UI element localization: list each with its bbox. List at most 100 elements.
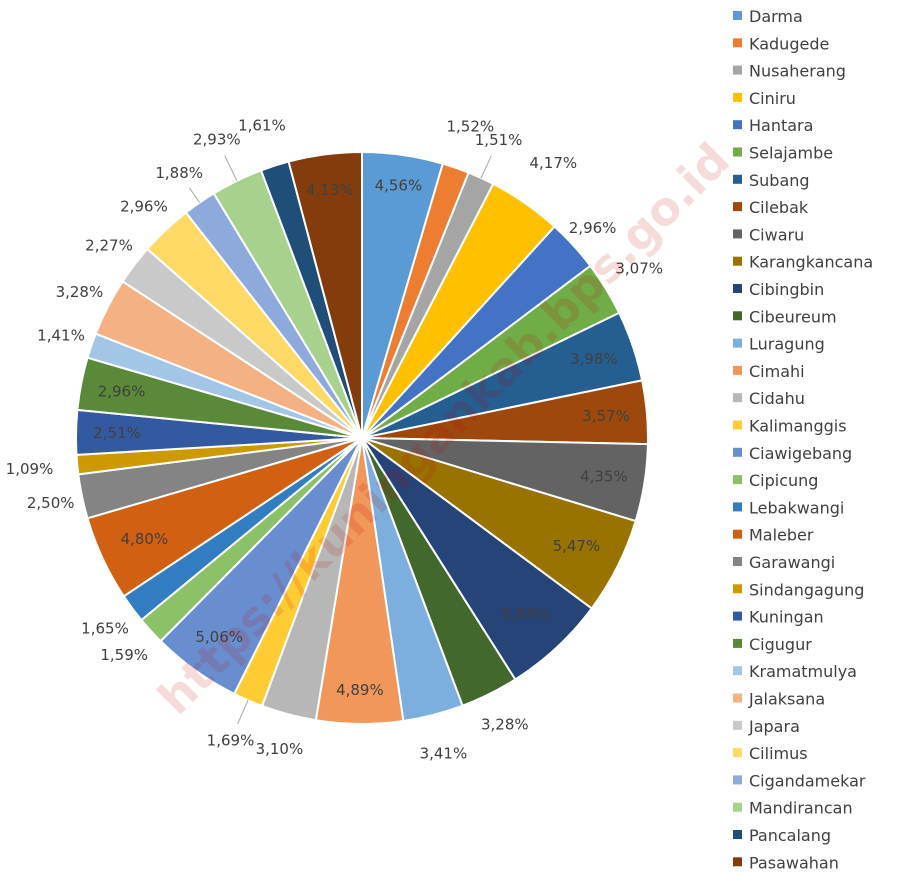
legend-label-kalimanggis: Kalimanggis [749, 417, 847, 436]
legend-swatch-cigugur [733, 638, 742, 648]
data-label-ciwaru: 4,35% [580, 468, 628, 486]
legend-swatch-pasawahan [733, 857, 742, 867]
data-label-cipicung: 1,59% [100, 646, 148, 664]
data-label-japara: 2,27% [85, 236, 133, 254]
legend-swatch-cimahi [733, 365, 742, 375]
legend-label-cigandamekar: Cigandamekar [749, 771, 866, 790]
legend-label-subang: Subang [749, 171, 810, 190]
data-label-cilebak: 3,57% [582, 407, 630, 425]
data-label-cigandamekar: 1,88% [155, 164, 203, 182]
data-label-darma: 4,56% [375, 177, 423, 195]
data-label-jalaksana: 3,28% [56, 283, 104, 301]
data-label-maleber: 4,80% [121, 530, 169, 548]
data-label-nusaherang: 1,51% [475, 131, 523, 149]
legend-label-nusaherang: Nusaherang [749, 62, 846, 81]
legend-label-cigugur: Cigugur [749, 635, 812, 654]
legend-swatch-pancalang [733, 830, 742, 839]
legend-label-lebakwangi: Lebakwangi [749, 498, 844, 517]
legend-label-kramatmulya: Kramatmulya [749, 662, 857, 681]
legend-swatch-luragung [733, 338, 742, 348]
legend-label-darma: Darma [749, 7, 803, 26]
legend-label-cibingbin: Cibingbin [749, 280, 824, 299]
legend-swatch-kadugede [733, 38, 742, 48]
legend-label-sindangagung: Sindangagung [749, 580, 864, 599]
data-label-cimahi: 4,89% [336, 681, 384, 699]
legend-label-cilimus: Cilimus [749, 744, 808, 763]
legend-swatch-sindangagung [733, 584, 742, 594]
data-label-hantara: 2,96% [569, 219, 617, 237]
data-label-kadugede: 1,52% [446, 117, 494, 135]
legend-swatch-cipicung [733, 475, 742, 485]
legend-label-jalaksana: Jalaksana [748, 690, 825, 709]
legend-swatch-subang [733, 174, 742, 184]
legend-swatch-mandirancan [733, 802, 742, 812]
legend-label-garawangi: Garawangi [749, 553, 835, 572]
legend-label-cimahi: Cimahi [749, 362, 805, 381]
legend-swatch-kalimanggis [733, 420, 742, 430]
leader-line-cigandamekar [188, 187, 201, 203]
legend-label-cidahu: Cidahu [749, 389, 805, 408]
legend-label-cilebak: Cilebak [749, 198, 809, 217]
leader-lines [188, 155, 492, 725]
legend-swatch-ciawigebang [733, 447, 742, 457]
legend-label-ciawigebang: Ciawigebang [749, 444, 852, 463]
data-label-mandirancan: 2,93% [193, 130, 241, 148]
data-label-cibingbin: 5,84% [502, 605, 550, 623]
legend: Darma Kadugede Nusaherang Ciniru Hantara Sela… [733, 7, 873, 872]
legend-label-cibeureum: Cibeureum [749, 307, 837, 326]
data-label-cibeureum: 3,28% [481, 715, 529, 733]
data-label-garawangi: 2,50% [27, 494, 75, 512]
legend-swatch-hantara [733, 120, 742, 130]
data-label-kalimanggis: 1,69% [207, 732, 255, 750]
data-label-pancalang: 1,61% [238, 117, 286, 135]
data-label-kramatmulya: 1,41% [37, 326, 85, 344]
data-label-sindangagung: 1,09% [6, 460, 54, 478]
legend-swatch-cibingbin [733, 284, 742, 293]
legend-label-ciwaru: Ciwaru [749, 225, 804, 244]
legend-swatch-kramatmulya [733, 666, 742, 676]
data-label-cilimus: 2,96% [120, 198, 168, 216]
legend-label-selajambe: Selajambe [749, 144, 833, 163]
legend-swatch-ciwaru [733, 229, 742, 239]
data-label-kuningan: 2,51% [93, 424, 141, 442]
legend-swatch-garawangi [733, 557, 742, 566]
legend-label-pasawahan: Pasawahan [749, 853, 839, 872]
leader-line-nusaherang [480, 155, 492, 179]
legend-label-hantara: Hantara [749, 116, 813, 135]
legend-swatch-japara [733, 720, 742, 730]
data-label-selajambe: 3,07% [615, 259, 663, 277]
legend-swatch-lebakwangi [733, 502, 742, 512]
pie-slices [75, 150, 649, 725]
leader-line-kalimanggis [237, 700, 249, 725]
legend-swatch-cilebak [733, 202, 742, 212]
data-label-karangkancana: 5,47% [553, 537, 601, 555]
data-label-ciawigebang: 5,06% [195, 628, 243, 646]
data-label-cigugur: 2,96% [98, 382, 146, 400]
data-label-lebakwangi: 1,65% [81, 620, 129, 638]
legend-swatch-nusaherang [733, 65, 742, 75]
pie-slice-pasawahan [287, 150, 363, 439]
legend-swatch-ciniru [733, 92, 742, 102]
legend-swatch-darma [733, 11, 742, 20]
legend-swatch-jalaksana [733, 693, 742, 703]
legend-label-mandirancan: Mandirancan [749, 799, 853, 818]
legend-swatch-cigandamekar [733, 775, 742, 785]
legend-label-maleber: Maleber [749, 526, 814, 545]
legend-swatch-karangkancana [733, 256, 742, 266]
legend-label-karangkancana: Karangkancana [749, 253, 873, 272]
legend-label-kadugede: Kadugede [749, 34, 829, 53]
legend-label-luragung: Luragung [749, 335, 825, 354]
data-label-luragung: 3,41% [420, 745, 468, 763]
legend-swatch-maleber [733, 529, 742, 539]
data-label-ciniru: 4,17% [529, 154, 577, 172]
legend-swatch-kuningan [733, 611, 742, 621]
legend-swatch-cibeureum [733, 311, 742, 321]
legend-label-cipicung: Cipicung [749, 471, 818, 490]
data-label-pasawahan: 4,13% [306, 181, 354, 199]
legend-swatch-cidahu [733, 393, 742, 403]
legend-label-kuningan: Kuningan [749, 608, 824, 627]
legend-label-japara: Japara [748, 717, 800, 736]
legend-label-ciniru: Ciniru [749, 89, 796, 108]
legend-swatch-cilimus [733, 748, 742, 758]
